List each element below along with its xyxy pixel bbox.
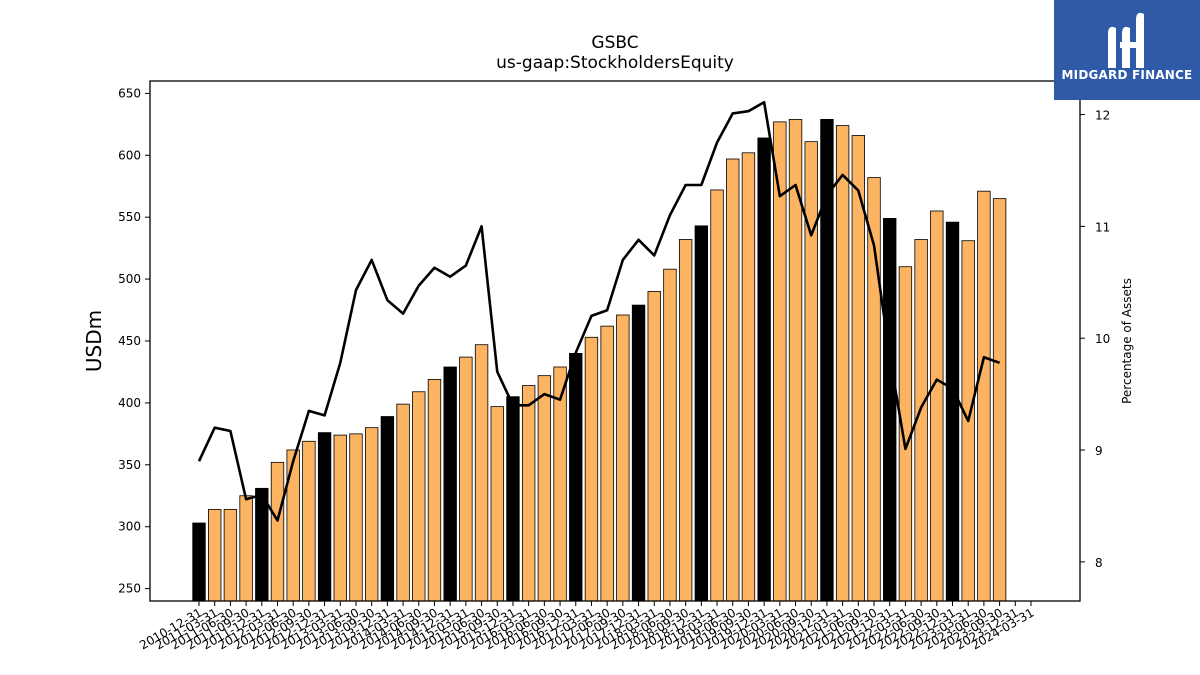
bar-quarter [600, 325, 614, 602]
y-tick-label-right: 10 [1095, 332, 1110, 346]
y-tick-label-right: 9 [1095, 444, 1103, 458]
bar-annual [380, 416, 395, 602]
y-tick-label-right: 12 [1095, 109, 1110, 123]
bar-quarter [616, 314, 630, 602]
bar-annual [883, 218, 897, 602]
bar-quarter [647, 291, 661, 602]
bar-quarter [239, 495, 253, 602]
bar-annual [443, 366, 457, 602]
y-tick-label: 450 [118, 334, 141, 348]
bar-quarter [459, 356, 473, 602]
y-tick-label: 300 [118, 520, 141, 534]
x-axis: 2010-12-312011-03-312011-06-302011-09-30… [137, 601, 1037, 652]
pct-assets-line [197, 100, 1001, 522]
bar-quarter [553, 366, 567, 602]
bar-quarter [537, 375, 552, 602]
bar-quarter [521, 385, 536, 602]
bar-quarter [396, 403, 410, 602]
brand-name: MIDGARD FINANCE [1061, 68, 1193, 82]
y-tick-label: 650 [118, 86, 141, 100]
bar-quarter [223, 508, 238, 602]
bar-quarter [835, 125, 850, 602]
bar-quarter [584, 336, 599, 602]
bar-quarter [474, 344, 489, 602]
bar-quarter [804, 141, 818, 602]
bar-annual [945, 221, 960, 602]
bar-quarter [427, 378, 442, 602]
bar-annual [506, 396, 520, 602]
y-axis-right: 8 9 10 11 12 [1080, 109, 1110, 570]
bar-quarter [364, 427, 379, 602]
bar-annual [631, 304, 646, 602]
bar-group [192, 118, 1007, 602]
bar-quarter [490, 406, 504, 602]
bar-annual [694, 225, 709, 602]
bar-annual [820, 118, 834, 602]
y-axis-label-left: USDm [82, 310, 106, 372]
bar-quarter [302, 440, 316, 602]
bar-quarter [977, 190, 991, 602]
bar-quarter [663, 268, 677, 602]
chart-subtitle: us-gaap:StockholdersEquity [496, 53, 734, 73]
y-tick-label: 600 [118, 148, 141, 162]
y-tick-label: 500 [118, 272, 141, 286]
bar-annual [757, 137, 771, 602]
bar-quarter [270, 461, 285, 602]
y-tick-label: 400 [118, 396, 141, 410]
bar-annual [317, 432, 332, 602]
bar-annual [192, 522, 206, 602]
bar-quarter [992, 198, 1007, 602]
bar-quarter [333, 434, 347, 602]
bar-quarter [741, 152, 756, 602]
bar-quarter [726, 158, 740, 602]
chart-title: GSBC [591, 33, 638, 53]
bar-quarter [412, 391, 426, 602]
y-tick-label: 250 [118, 582, 141, 596]
bar-quarter [788, 118, 803, 602]
bar-quarter [349, 433, 363, 602]
bar-quarter [930, 210, 944, 602]
bar-quarter [208, 508, 222, 602]
line-group [197, 100, 1001, 522]
bar-annual [255, 487, 269, 602]
y-tick-label: 550 [118, 210, 141, 224]
bar-annual [569, 352, 583, 602]
bar-quarter [678, 239, 693, 602]
bar-quarter [286, 449, 300, 602]
brand-logo: MIDGARD FINANCE [1054, 0, 1200, 100]
y-tick-label-right: 11 [1095, 220, 1110, 234]
y-tick-label-right: 8 [1095, 556, 1103, 570]
logo-mark-icon [1108, 12, 1144, 68]
y-axis-left: 250 300 350 400 450 500 550 600 650 [118, 86, 150, 596]
y-axis-label-right: Percentage of Assets [1120, 278, 1134, 404]
bar-quarter [710, 189, 724, 602]
y-tick-label: 350 [118, 458, 141, 472]
